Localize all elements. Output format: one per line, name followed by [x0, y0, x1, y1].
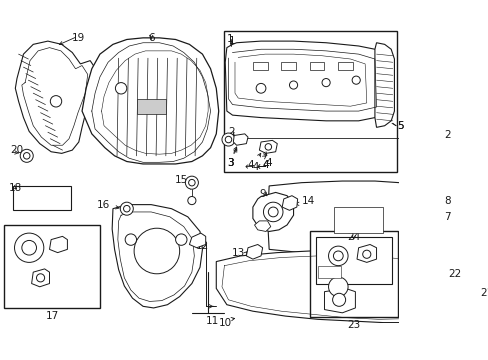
Bar — [315, 237, 391, 284]
Text: 5: 5 — [396, 121, 403, 131]
Polygon shape — [112, 204, 202, 308]
Polygon shape — [49, 237, 67, 253]
Polygon shape — [267, 181, 439, 254]
Circle shape — [185, 176, 198, 189]
Text: 18: 18 — [9, 183, 22, 193]
Text: 15: 15 — [174, 175, 187, 185]
Text: 4: 4 — [265, 158, 272, 168]
Text: 10: 10 — [218, 318, 231, 328]
Text: 23: 23 — [346, 320, 360, 330]
Circle shape — [351, 76, 360, 84]
Text: 21: 21 — [480, 288, 488, 298]
Circle shape — [222, 133, 235, 146]
Text: 16: 16 — [97, 200, 110, 210]
Text: 2: 2 — [228, 127, 235, 138]
Circle shape — [123, 206, 130, 212]
Circle shape — [328, 246, 347, 266]
Bar — [338, 62, 352, 71]
Polygon shape — [246, 244, 262, 259]
Text: 4: 4 — [247, 160, 254, 170]
Polygon shape — [216, 251, 454, 323]
Text: 4: 4 — [262, 160, 269, 170]
Circle shape — [225, 136, 231, 143]
Text: 3: 3 — [227, 158, 234, 168]
Circle shape — [134, 228, 179, 274]
Circle shape — [50, 96, 61, 107]
Polygon shape — [470, 266, 488, 285]
Bar — [252, 62, 267, 71]
Bar — [223, 31, 396, 172]
Polygon shape — [82, 38, 218, 164]
Circle shape — [332, 293, 345, 306]
Text: 3: 3 — [227, 158, 234, 168]
Text: 6: 6 — [147, 33, 154, 43]
Polygon shape — [259, 140, 277, 153]
Text: 3: 3 — [227, 158, 234, 168]
Circle shape — [449, 275, 459, 285]
Circle shape — [20, 149, 33, 162]
Text: 2: 2 — [443, 130, 450, 140]
Circle shape — [362, 250, 370, 258]
Text: 12: 12 — [195, 241, 209, 251]
Polygon shape — [189, 233, 205, 248]
Circle shape — [289, 81, 297, 89]
Polygon shape — [252, 193, 293, 231]
Circle shape — [188, 179, 195, 186]
Circle shape — [333, 251, 343, 261]
Text: 17: 17 — [45, 311, 59, 321]
Circle shape — [22, 240, 37, 255]
Circle shape — [437, 192, 442, 197]
Circle shape — [256, 84, 265, 93]
Polygon shape — [254, 221, 270, 231]
Circle shape — [125, 234, 136, 245]
Text: 4: 4 — [262, 160, 269, 170]
Circle shape — [264, 144, 271, 150]
Circle shape — [444, 270, 464, 290]
Circle shape — [37, 274, 44, 282]
Text: 1: 1 — [226, 34, 233, 44]
Polygon shape — [225, 41, 381, 121]
Text: 19: 19 — [71, 33, 84, 43]
Polygon shape — [374, 43, 394, 127]
Bar — [317, 266, 340, 278]
Text: 8: 8 — [443, 195, 450, 206]
Text: 5: 5 — [396, 121, 403, 131]
Circle shape — [120, 202, 133, 215]
Bar — [334, 207, 382, 233]
Text: 22: 22 — [447, 269, 461, 279]
Circle shape — [175, 234, 186, 245]
Text: 24: 24 — [346, 232, 360, 242]
Circle shape — [263, 202, 283, 222]
Circle shape — [115, 82, 126, 94]
Text: ←4: ←4 — [244, 162, 259, 171]
Circle shape — [268, 207, 278, 217]
Bar — [4, 225, 100, 308]
Polygon shape — [32, 269, 49, 287]
Bar — [137, 99, 165, 113]
Text: 7: 7 — [443, 212, 450, 222]
Circle shape — [187, 197, 196, 204]
Text: ←: ← — [256, 160, 266, 173]
Bar — [309, 231, 397, 317]
Polygon shape — [233, 134, 247, 145]
Text: 1: 1 — [228, 36, 235, 46]
Polygon shape — [356, 244, 376, 262]
Circle shape — [475, 271, 483, 279]
Circle shape — [433, 188, 445, 200]
Polygon shape — [324, 288, 355, 313]
Circle shape — [15, 233, 44, 262]
Circle shape — [328, 277, 347, 297]
Circle shape — [322, 78, 329, 87]
Text: 14: 14 — [301, 195, 314, 206]
Circle shape — [23, 153, 30, 159]
Bar — [13, 186, 71, 210]
Polygon shape — [15, 41, 97, 153]
Text: 13: 13 — [231, 248, 244, 258]
Polygon shape — [282, 196, 297, 210]
Bar — [281, 62, 295, 71]
Text: 20: 20 — [10, 145, 23, 155]
Text: 9: 9 — [259, 189, 265, 199]
Bar — [309, 62, 324, 71]
Text: 11: 11 — [205, 316, 219, 326]
